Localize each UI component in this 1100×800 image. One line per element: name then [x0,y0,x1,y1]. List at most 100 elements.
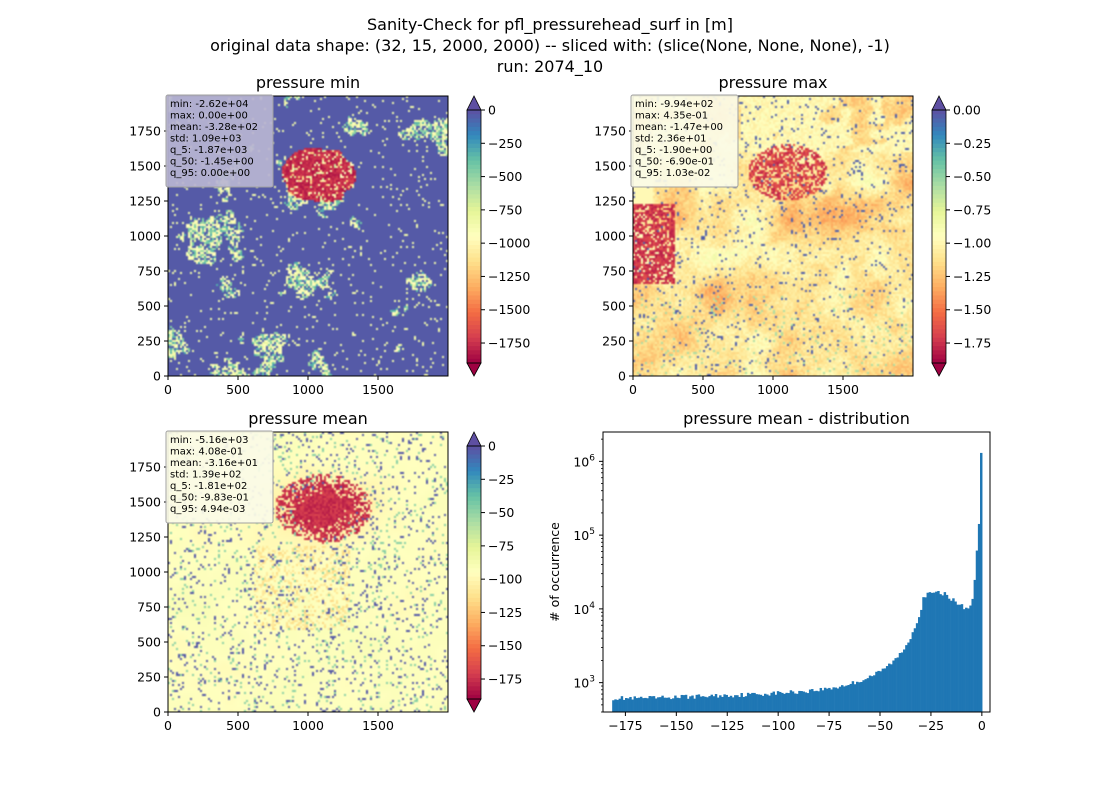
colorbar-band [467,270,481,276]
histogram-bar [943,592,947,712]
histogram-bar [858,682,861,712]
x-tick-label: 0 [164,718,172,733]
histogram-bar [817,691,820,712]
histogram-bar [749,693,752,712]
colorbar-band [932,114,946,120]
panel-title: pressure max [718,73,827,92]
stats-line: min: -5.16e+03 [170,435,249,446]
histogram-bar [759,694,763,712]
colorbar-tick-label: −1500 [488,302,530,317]
colorbar-tick-label: −125 [488,605,522,620]
histogram-bars [612,452,983,712]
histogram-bar [875,671,878,712]
colorbar-band [932,164,946,170]
histogram-bar [644,697,647,712]
colorbar-band [932,291,946,297]
histogram-bar [778,691,782,712]
histogram-bar [761,695,765,712]
colorbar-band [932,266,946,271]
histogram-bar [952,598,955,712]
histogram-bar [687,698,690,712]
histogram-bar [896,657,900,712]
colorbar-band [932,303,946,309]
colorbar-band [467,610,481,616]
colorbar-tick-label: −1750 [488,336,530,351]
colorbar-band [467,673,481,679]
histogram-bar [701,696,705,712]
histogram-bar [819,687,823,712]
colorbar-band [932,244,946,250]
histogram-bar [967,608,970,712]
histogram-bar [903,649,906,712]
colorbar-band [932,190,946,195]
panel-title: pressure min [256,73,360,92]
colorbar-band [932,194,946,200]
histogram-bar [945,594,949,712]
histogram-bar [691,695,694,712]
colorbar-band [467,635,481,641]
colorbar-band [467,623,481,628]
histogram-bar [755,694,758,712]
colorbar-band [467,661,481,666]
histogram-bar [868,675,872,712]
histogram-bar [770,692,773,712]
colorbar-band [467,320,481,326]
histogram-bar [781,692,784,712]
histogram-bar [932,592,936,712]
colorbar-band [467,446,481,451]
histogram-bar [757,694,761,712]
colorbar: 0 −25 −50 −75 −100 −125 −150 −175 [466,431,522,713]
histogram-bar [776,691,780,712]
colorbar-band [467,156,481,162]
colorbar-band [467,500,481,506]
colorbar-band [467,287,481,292]
colorbar-band [932,257,946,263]
histogram-bar [729,695,733,712]
stats-line: std: 1.39e+02 [170,470,242,481]
histogram-bar [853,684,857,712]
y-tick-label: 105 [573,527,595,543]
histogram-bar [689,696,692,712]
colorbar-band [932,211,946,217]
y-tick-label: 1250 [594,194,626,209]
colorbar-tick-label: −25 [488,472,514,487]
colorbar-band [467,211,481,217]
colorbar-band [467,295,481,301]
histogram-bar [894,658,897,712]
histogram-bar [650,696,654,712]
histogram-bar [915,623,919,712]
colorbar-band [467,462,481,468]
histogram-bar [785,692,788,712]
y-tick-label: 1750 [129,124,161,139]
colorbar-band [467,551,481,557]
y-tick-label: 750 [137,264,161,279]
stats-line: q_95: 0.00e+00 [170,168,250,179]
histogram-bar [612,700,615,712]
colorbar-band [932,131,946,136]
colorbar-band [932,173,946,179]
histogram-bar [622,699,626,712]
histogram-bar [699,696,703,712]
y-tick-label: 500 [137,299,161,314]
colorbar-band [932,287,946,292]
histogram-bar [830,689,833,712]
colorbar-band [467,517,481,523]
colorbar-band [932,228,946,233]
colorbar-tick-label: −75 [488,538,514,553]
histogram-bar [674,695,677,712]
x-tick-label: −50 [867,718,893,733]
colorbar-tick-label: −175 [488,672,522,687]
colorbar-band [932,261,946,267]
histogram-bar [682,695,686,712]
histogram-bar [639,696,643,712]
stats-line: mean: -3.28e+02 [170,122,258,133]
histogram-bar [851,681,855,712]
colorbar-band [467,236,481,242]
histogram-bar [684,694,688,712]
colorbar-band [467,164,481,170]
colorbar-tick-label: −0.50 [953,169,991,184]
figure-title-line-1: Sanity-Check for pfl_pressurehead_surf i… [367,15,733,35]
histogram-bar [768,695,771,712]
histogram-bar [954,601,957,712]
